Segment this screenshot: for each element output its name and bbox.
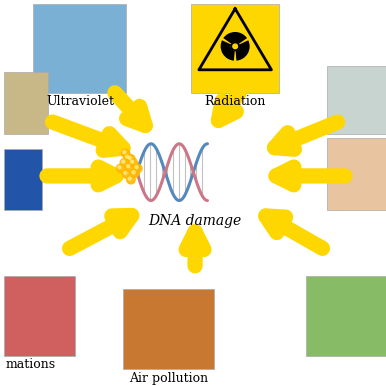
Text: mations: mations <box>6 358 56 371</box>
Circle shape <box>124 154 132 162</box>
FancyBboxPatch shape <box>4 276 75 356</box>
Circle shape <box>128 177 131 180</box>
FancyBboxPatch shape <box>306 276 386 356</box>
Circle shape <box>130 160 134 163</box>
Circle shape <box>134 164 142 173</box>
Text: Radiation: Radiation <box>205 95 266 108</box>
Wedge shape <box>221 40 235 61</box>
Circle shape <box>118 166 121 169</box>
Wedge shape <box>223 32 247 44</box>
Circle shape <box>130 169 139 178</box>
Wedge shape <box>235 40 250 61</box>
FancyBboxPatch shape <box>191 4 279 93</box>
Polygon shape <box>199 9 271 70</box>
Circle shape <box>122 170 130 178</box>
Circle shape <box>121 149 130 157</box>
FancyBboxPatch shape <box>33 4 126 93</box>
Circle shape <box>117 164 125 173</box>
Circle shape <box>233 44 237 49</box>
Circle shape <box>120 159 129 167</box>
FancyBboxPatch shape <box>122 290 214 369</box>
Circle shape <box>125 163 134 171</box>
Circle shape <box>125 155 129 158</box>
Circle shape <box>128 156 131 159</box>
Circle shape <box>135 166 138 169</box>
FancyBboxPatch shape <box>327 138 386 210</box>
Text: Air pollution: Air pollution <box>129 372 208 384</box>
Circle shape <box>124 171 127 174</box>
Circle shape <box>231 42 239 51</box>
Circle shape <box>123 151 126 154</box>
Text: Ultraviolet: Ultraviolet <box>46 95 115 108</box>
FancyBboxPatch shape <box>327 66 386 134</box>
Circle shape <box>132 171 135 174</box>
Circle shape <box>127 155 135 163</box>
FancyBboxPatch shape <box>4 149 42 210</box>
Circle shape <box>129 159 137 167</box>
FancyBboxPatch shape <box>4 72 48 134</box>
Text: DNA damage: DNA damage <box>149 214 242 229</box>
Circle shape <box>127 164 130 168</box>
Circle shape <box>127 176 135 184</box>
Circle shape <box>122 160 125 163</box>
